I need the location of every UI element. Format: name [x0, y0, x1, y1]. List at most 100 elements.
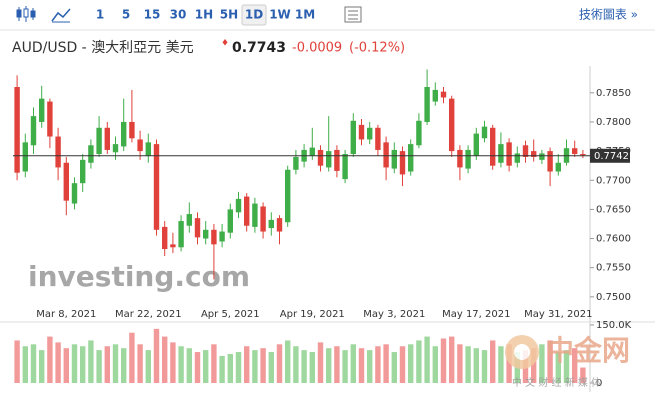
candle-body: [96, 127, 102, 155]
logo-text: 中金网: [546, 334, 630, 367]
x-tick-label: Mar 8, 2021: [36, 309, 96, 320]
x-tick-label: May 3, 2021: [363, 309, 425, 320]
candle-body: [285, 169, 291, 223]
candle-body: [375, 127, 381, 150]
candle-body: [129, 121, 135, 139]
volume-bar: [252, 350, 258, 383]
timeframes: 1 5 15 30 1H 5H 1D 1W 1M: [96, 4, 315, 26]
volume-bar: [506, 344, 512, 383]
candle-body: [514, 153, 520, 163]
timeframe-button[interactable]: 5H: [220, 8, 238, 22]
volume-bar: [22, 346, 28, 383]
volume-bar: [399, 346, 406, 383]
candle-body: [137, 139, 143, 152]
timeframe-button[interactable]: 30: [170, 8, 187, 22]
candle-body: [326, 151, 332, 168]
candle-body: [449, 98, 455, 152]
volume-bar: [424, 336, 430, 383]
price-label-box: [590, 148, 630, 163]
timeframe-button[interactable]: 5: [122, 8, 130, 22]
marker: ♦: [221, 39, 229, 49]
candle-body: [211, 229, 217, 245]
timeframe-button[interactable]: 15: [144, 8, 161, 22]
table-icon[interactable]: [344, 6, 362, 23]
candle-body: [47, 101, 53, 137]
volume-bar: [55, 342, 61, 383]
candle-body: [473, 133, 479, 156]
candle-body: [424, 86, 430, 122]
candle-body: [539, 153, 545, 160]
volume-bar: [342, 350, 348, 383]
y-tick-label: 150.0K: [596, 320, 632, 331]
candle-body: [383, 142, 389, 168]
chart-link[interactable]: 技術圖表 »: [579, 8, 638, 22]
candle-body: [350, 120, 356, 155]
timeframe-button[interactable]: 1M: [295, 8, 315, 22]
volume-bar: [498, 346, 504, 383]
candle-body: [88, 145, 94, 163]
logo-watermark: 中金网 中 文 财 经 新 媒 体: [505, 334, 630, 389]
volume-bar: [96, 350, 102, 383]
candle-body: [170, 244, 176, 248]
candle-body: [342, 154, 348, 180]
volume-bar: [391, 352, 397, 383]
x-tick-label: May 31, 2021: [524, 309, 592, 320]
volume-bar: [121, 348, 127, 383]
candle-body: [112, 144, 119, 153]
timeframe-button[interactable]: 1H: [195, 8, 213, 22]
volume-bar: [178, 346, 184, 383]
candle-body: [440, 91, 447, 98]
candle-body: [580, 154, 586, 156]
candle-body: [203, 229, 209, 239]
x-tick-label: May 17, 2021: [442, 309, 510, 320]
line-icon[interactable]: [51, 8, 71, 22]
x-tick-label: Apr 19, 2021: [280, 309, 345, 320]
candle-body: [367, 127, 373, 140]
volume-bar: [465, 346, 471, 383]
volume-bar: [539, 344, 545, 383]
timeframe-selected: [241, 4, 267, 26]
candle-body: [22, 142, 28, 172]
y-tick-label: 0.7850: [596, 88, 631, 99]
candle-body: [104, 127, 110, 150]
candle-body: [268, 219, 274, 229]
volume-bar: [129, 332, 135, 383]
candle-icon[interactable]: [16, 6, 36, 22]
volume-bar: [104, 346, 110, 383]
volume-bar: [80, 346, 86, 383]
candle-body: [416, 120, 422, 146]
timeframe-button[interactable]: 1: [96, 8, 104, 22]
volume-bar: [285, 340, 291, 383]
volume-bar: [153, 328, 160, 383]
volume-bar: [186, 348, 192, 383]
x-tick-label: Apr 5, 2021: [201, 309, 260, 320]
toolbar: [0, 0, 655, 30]
candle-body: [432, 89, 438, 102]
y-tick-label: 0.7550: [596, 263, 631, 274]
volume-bar: [293, 346, 299, 383]
volume-bar: [432, 346, 438, 383]
candle-body: [121, 121, 127, 147]
volume-bar: [63, 348, 69, 383]
volume-bar: [416, 340, 422, 383]
candle-body: [358, 124, 365, 140]
volume-bar: [408, 344, 414, 383]
plot: 0.75000.75500.76000.76500.77000.77500.78…: [13, 69, 632, 389]
volume-bar: [194, 352, 201, 383]
volume-bar: [531, 348, 537, 383]
volume-bar: [375, 346, 381, 383]
candle-body: [194, 218, 201, 238]
timeframe-button[interactable]: 1D: [245, 8, 263, 22]
x-tick-label: Mar 22, 2021: [115, 309, 182, 320]
volume-bar: [572, 348, 578, 383]
candle-body: [334, 149, 340, 171]
candle-body: [178, 221, 184, 248]
volume-bar: [88, 340, 94, 383]
volume-bar: [555, 352, 561, 383]
candle-body: [63, 162, 69, 201]
candle-body: [465, 149, 471, 169]
timeframe-button[interactable]: 1W: [269, 8, 291, 22]
volume-bar: [547, 340, 553, 383]
